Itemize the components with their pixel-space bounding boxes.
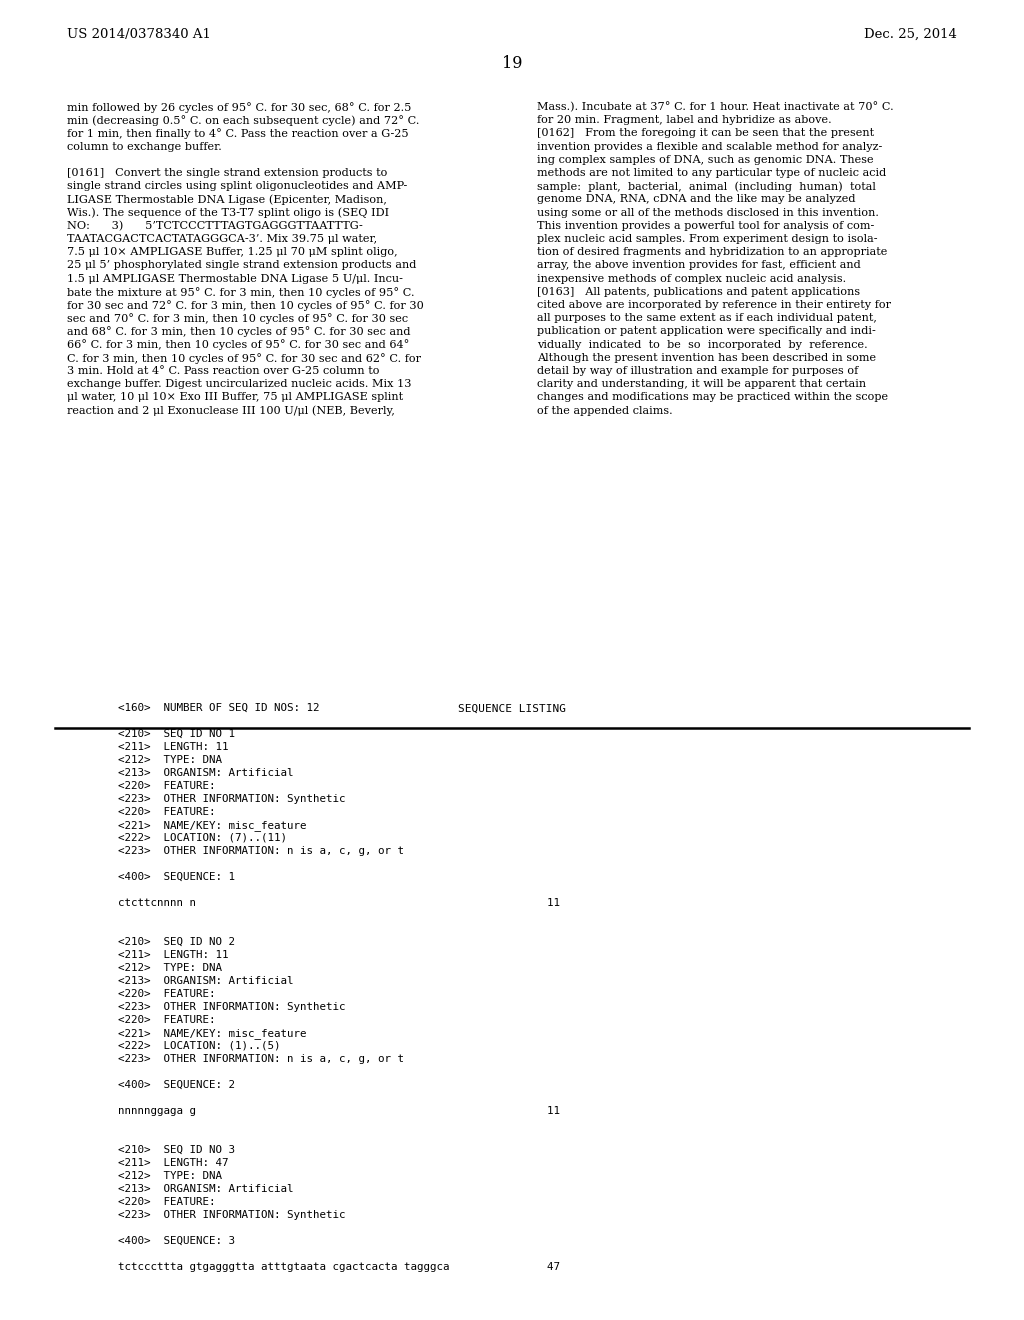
Text: single strand circles using splint oligonucleotides and AMP-: single strand circles using splint oligo… [67,181,408,191]
Text: tion of desired fragments and hybridization to an appropriate: tion of desired fragments and hybridizat… [537,247,888,257]
Text: vidually  indicated  to  be  so  incorporated  by  reference.: vidually indicated to be so incorporated… [537,339,867,350]
Text: all purposes to the same extent as if each individual patent,: all purposes to the same extent as if ea… [537,313,877,323]
Text: bate the mixture at 95° C. for 3 min, then 10 cycles of 95° C.: bate the mixture at 95° C. for 3 min, th… [67,286,415,298]
Text: This invention provides a powerful tool for analysis of com-: This invention provides a powerful tool … [537,220,874,231]
Text: column to exchange buffer.: column to exchange buffer. [67,141,222,152]
Text: <223>  OTHER INFORMATION: n is a, c, g, or t: <223> OTHER INFORMATION: n is a, c, g, o… [118,1053,404,1064]
Text: inexpensive methods of complex nucleic acid analysis.: inexpensive methods of complex nucleic a… [537,273,846,284]
Text: of the appended claims.: of the appended claims. [537,405,673,416]
Text: plex nucleic acid samples. From experiment design to isola-: plex nucleic acid samples. From experime… [537,234,878,244]
Text: Although the present invention has been described in some: Although the present invention has been … [537,352,877,363]
Text: <223>  OTHER INFORMATION: Synthetic: <223> OTHER INFORMATION: Synthetic [118,1002,345,1012]
Text: <223>  OTHER INFORMATION: Synthetic: <223> OTHER INFORMATION: Synthetic [118,795,345,804]
Text: ctcttcnnnn n                                                      11: ctcttcnnnn n 11 [118,898,560,908]
Text: TAATACGACTCACTATAGGGCA-3’. Mix 39.75 μl water,: TAATACGACTCACTATAGGGCA-3’. Mix 39.75 μl … [67,234,377,244]
Text: changes and modifications may be practiced within the scope: changes and modifications may be practic… [537,392,888,403]
Text: and 68° C. for 3 min, then 10 cycles of 95° C. for 30 sec and: and 68° C. for 3 min, then 10 cycles of … [67,326,411,338]
Text: <213>  ORGANISM: Artificial: <213> ORGANISM: Artificial [118,1184,294,1195]
Text: Mass.). Incubate at 37° C. for 1 hour. Heat inactivate at 70° C.: Mass.). Incubate at 37° C. for 1 hour. H… [537,102,894,112]
Text: <223>  OTHER INFORMATION: Synthetic: <223> OTHER INFORMATION: Synthetic [118,1210,345,1220]
Text: array, the above invention provides for fast, efficient and: array, the above invention provides for … [537,260,861,271]
Text: <212>  TYPE: DNA: <212> TYPE: DNA [118,1171,222,1181]
Text: <160>  NUMBER OF SEQ ID NOS: 12: <160> NUMBER OF SEQ ID NOS: 12 [118,704,319,713]
Text: clarity and understanding, it will be apparent that certain: clarity and understanding, it will be ap… [537,379,866,389]
Text: for 30 sec and 72° C. for 3 min, then 10 cycles of 95° C. for 30: for 30 sec and 72° C. for 3 min, then 10… [67,300,424,312]
Text: sec and 70° C. for 3 min, then 10 cycles of 95° C. for 30 sec: sec and 70° C. for 3 min, then 10 cycles… [67,313,409,325]
Text: sample:  plant,  bacterial,  animal  (including  human)  total: sample: plant, bacterial, animal (includ… [537,181,876,191]
Text: ing complex samples of DNA, such as genomic DNA. These: ing complex samples of DNA, such as geno… [537,154,873,165]
Text: <211>  LENGTH: 11: <211> LENGTH: 11 [118,950,228,960]
Text: <221>  NAME/KEY: misc_feature: <221> NAME/KEY: misc_feature [118,1028,306,1039]
Text: <400>  SEQUENCE: 3: <400> SEQUENCE: 3 [118,1236,234,1246]
Text: <211>  LENGTH: 11: <211> LENGTH: 11 [118,742,228,752]
Text: <212>  TYPE: DNA: <212> TYPE: DNA [118,755,222,766]
Text: [0163]   All patents, publications and patent applications: [0163] All patents, publications and pat… [537,286,860,297]
Text: methods are not limited to any particular type of nucleic acid: methods are not limited to any particula… [537,168,886,178]
Text: LIGASE Thermostable DNA Ligase (Epicenter, Madison,: LIGASE Thermostable DNA Ligase (Epicente… [67,194,387,205]
Text: min (decreasing 0.5° C. on each subsequent cycle) and 72° C.: min (decreasing 0.5° C. on each subseque… [67,115,420,127]
Text: <212>  TYPE: DNA: <212> TYPE: DNA [118,964,222,973]
Text: C. for 3 min, then 10 cycles of 95° C. for 30 sec and 62° C. for: C. for 3 min, then 10 cycles of 95° C. f… [67,352,421,364]
Text: 66° C. for 3 min, then 10 cycles of 95° C. for 30 sec and 64°: 66° C. for 3 min, then 10 cycles of 95° … [67,339,410,351]
Text: μl water, 10 μl 10× Exo III Buffer, 75 μl AMPLIGASE splint: μl water, 10 μl 10× Exo III Buffer, 75 μ… [67,392,403,403]
Text: 3 min. Hold at 4° C. Pass reaction over G-25 column to: 3 min. Hold at 4° C. Pass reaction over … [67,366,380,376]
Text: exchange buffer. Digest uncircularized nucleic acids. Mix 13: exchange buffer. Digest uncircularized n… [67,379,412,389]
Text: [0161]   Convert the single strand extension products to: [0161] Convert the single strand extensi… [67,168,387,178]
Text: reaction and 2 μl Exonuclease III 100 U/μl (NEB, Beverly,: reaction and 2 μl Exonuclease III 100 U/… [67,405,395,416]
Text: tctcccttta gtgagggtta atttgtaata cgactcacta tagggca               47: tctcccttta gtgagggtta atttgtaata cgactca… [118,1262,560,1272]
Text: <213>  ORGANISM: Artificial: <213> ORGANISM: Artificial [118,975,294,986]
Text: US 2014/0378340 A1: US 2014/0378340 A1 [67,28,211,41]
Text: using some or all of the methods disclosed in this invention.: using some or all of the methods disclos… [537,207,879,218]
Text: <400>  SEQUENCE: 2: <400> SEQUENCE: 2 [118,1080,234,1090]
Text: <213>  ORGANISM: Artificial: <213> ORGANISM: Artificial [118,768,294,777]
Text: 19: 19 [502,55,522,73]
Text: min followed by 26 cycles of 95° C. for 30 sec, 68° C. for 2.5: min followed by 26 cycles of 95° C. for … [67,102,412,114]
Text: Wis.). The sequence of the T3-T7 splint oligo is (SEQ IDI: Wis.). The sequence of the T3-T7 splint … [67,207,389,218]
Text: <220>  FEATURE:: <220> FEATURE: [118,1015,215,1026]
Text: detail by way of illustration and example for purposes of: detail by way of illustration and exampl… [537,366,858,376]
Text: NO:      3)      5’TCTCCCTTTAGTGAGGGTTAATTTG-: NO: 3) 5’TCTCCCTTTAGTGAGGGTTAATTTG- [67,220,362,231]
Text: <220>  FEATURE:: <220> FEATURE: [118,807,215,817]
Text: for 1 min, then finally to 4° C. Pass the reaction over a G-25: for 1 min, then finally to 4° C. Pass th… [67,128,409,140]
Text: <220>  FEATURE:: <220> FEATURE: [118,989,215,999]
Text: <211>  LENGTH: 47: <211> LENGTH: 47 [118,1158,228,1168]
Text: SEQUENCE LISTING: SEQUENCE LISTING [458,704,566,714]
Text: <210>  SEQ ID NO 2: <210> SEQ ID NO 2 [118,937,234,946]
Text: <222>  LOCATION: (1)..(5): <222> LOCATION: (1)..(5) [118,1041,281,1051]
Text: <210>  SEQ ID NO 3: <210> SEQ ID NO 3 [118,1144,234,1155]
Text: <220>  FEATURE:: <220> FEATURE: [118,781,215,791]
Text: <400>  SEQUENCE: 1: <400> SEQUENCE: 1 [118,873,234,882]
Text: 1.5 μl AMPLIGASE Thermostable DNA Ligase 5 U/μl. Incu-: 1.5 μl AMPLIGASE Thermostable DNA Ligase… [67,273,402,284]
Text: <210>  SEQ ID NO 1: <210> SEQ ID NO 1 [118,729,234,739]
Text: 25 μl 5’ phosphorylated single strand extension products and: 25 μl 5’ phosphorylated single strand ex… [67,260,417,271]
Text: publication or patent application were specifically and indi-: publication or patent application were s… [537,326,876,337]
Text: <223>  OTHER INFORMATION: n is a, c, g, or t: <223> OTHER INFORMATION: n is a, c, g, o… [118,846,404,855]
Text: nnnnnggaga g                                                      11: nnnnnggaga g 11 [118,1106,560,1115]
Text: <222>  LOCATION: (7)..(11): <222> LOCATION: (7)..(11) [118,833,287,843]
Text: <221>  NAME/KEY: misc_feature: <221> NAME/KEY: misc_feature [118,820,306,830]
Text: for 20 min. Fragment, label and hybridize as above.: for 20 min. Fragment, label and hybridiz… [537,115,831,125]
Text: cited above are incorporated by reference in their entirety for: cited above are incorporated by referenc… [537,300,891,310]
Text: <220>  FEATURE:: <220> FEATURE: [118,1197,215,1206]
Text: [0162]   From the foregoing it can be seen that the present: [0162] From the foregoing it can be seen… [537,128,874,139]
Text: genome DNA, RNA, cDNA and the like may be analyzed: genome DNA, RNA, cDNA and the like may b… [537,194,855,205]
Text: 7.5 μl 10× AMPLIGASE Buffer, 1.25 μl 70 μM splint oligo,: 7.5 μl 10× AMPLIGASE Buffer, 1.25 μl 70 … [67,247,397,257]
Text: invention provides a flexible and scalable method for analyz-: invention provides a flexible and scalab… [537,141,883,152]
Text: Dec. 25, 2014: Dec. 25, 2014 [864,28,957,41]
